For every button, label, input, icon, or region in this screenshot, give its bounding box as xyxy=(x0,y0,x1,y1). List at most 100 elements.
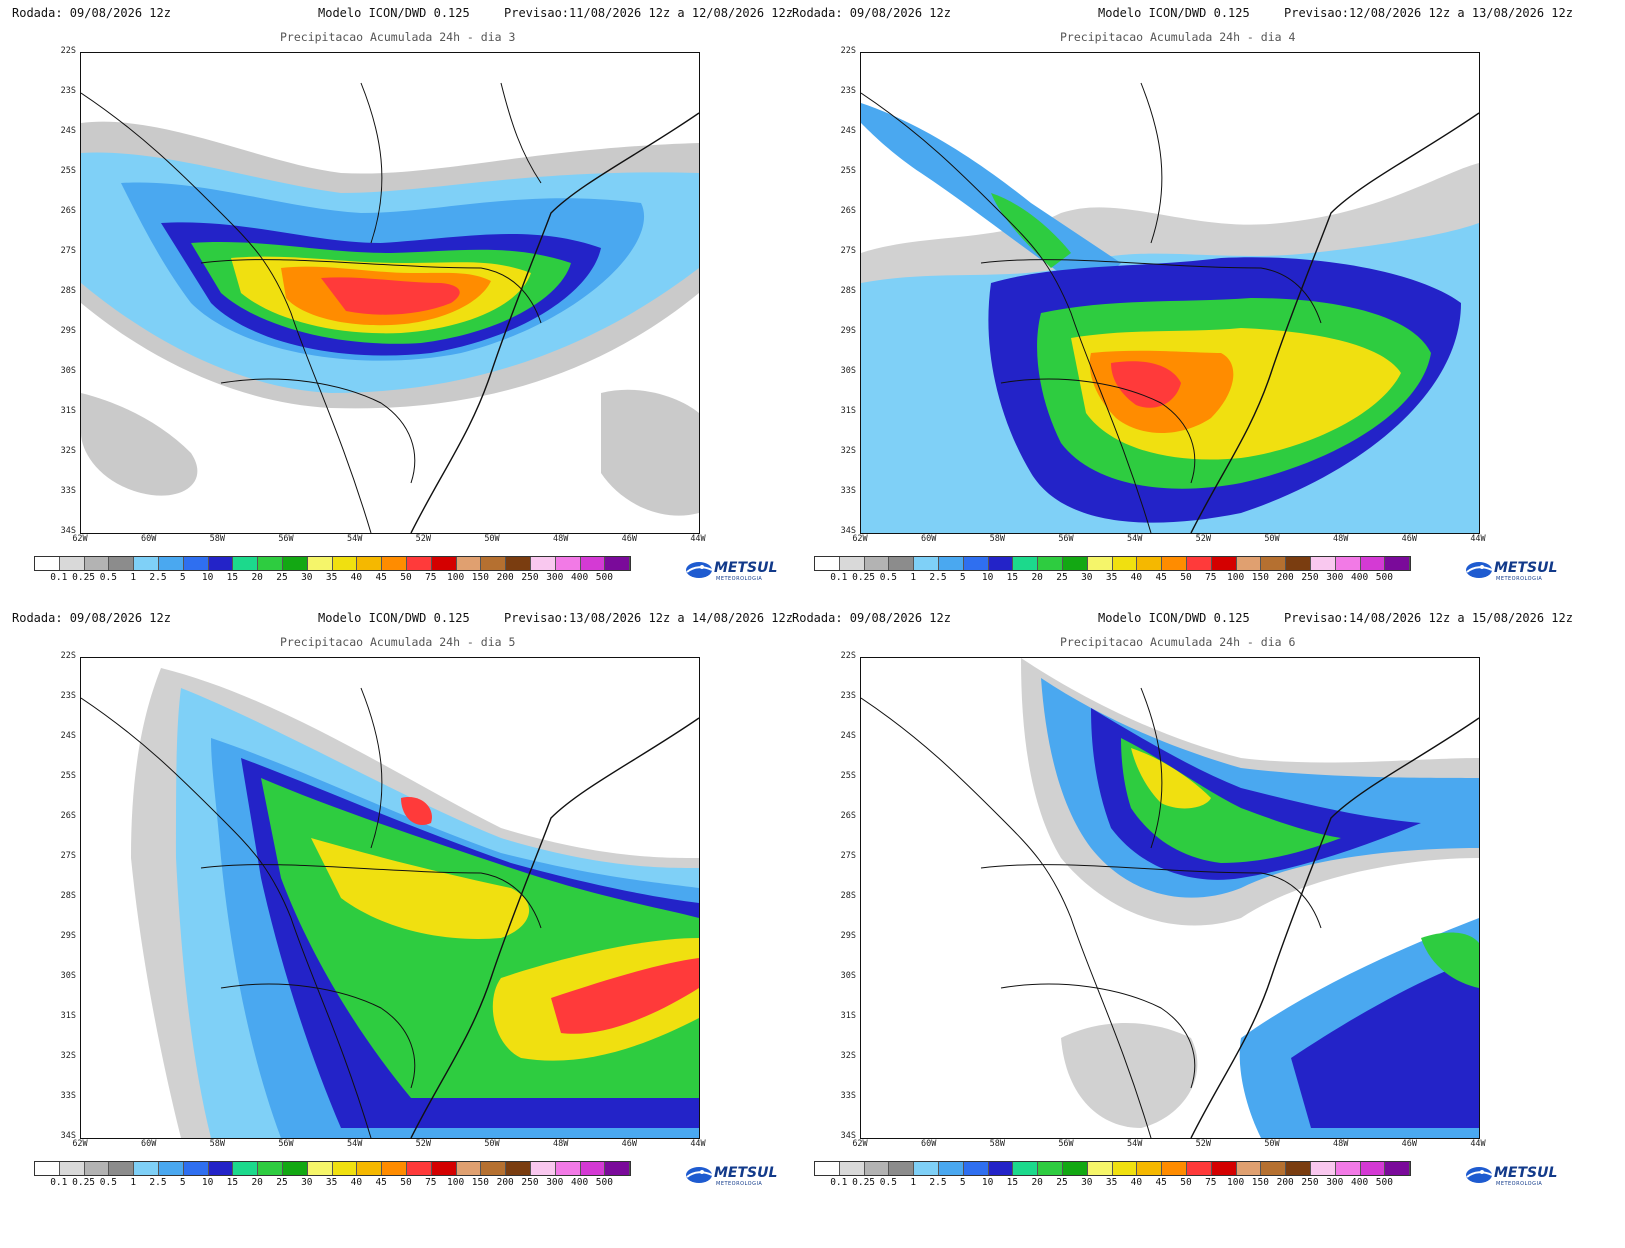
colorbar-level-label: 250 xyxy=(521,572,539,583)
colorbar-swatch xyxy=(988,1162,1014,1175)
colorbar-swatch xyxy=(109,557,135,570)
latitude-tick-label: 24S xyxy=(60,126,76,136)
colorbar-level-label: 75 xyxy=(1205,572,1217,583)
longitude-tick-label: 54W xyxy=(1126,534,1143,544)
colorbar-swatch xyxy=(1261,557,1287,570)
latitude-tick-label: 26S xyxy=(840,811,856,821)
colorbar-swatch xyxy=(1112,1162,1138,1175)
colorbar-swatch xyxy=(208,1162,234,1175)
longitude-tick-label: 46W xyxy=(621,534,637,544)
colorbar-level-label: 40 xyxy=(1130,1177,1143,1188)
colorbar-level-label: 500 xyxy=(595,572,613,583)
precipitation-map xyxy=(860,657,1480,1139)
latitude-tick-label: 34S xyxy=(60,1131,76,1141)
colorbar-swatch xyxy=(307,557,333,570)
longitude-tick-label: 58W xyxy=(209,534,225,544)
colorbar-level-label: 2.5 xyxy=(149,572,167,583)
colorbar-swatch xyxy=(1310,557,1336,570)
colorbar-swatch xyxy=(431,1162,457,1175)
colorbar-level-label: 300 xyxy=(546,572,564,583)
colorbar-level-label: 100 xyxy=(447,1177,465,1188)
colorbar-swatch xyxy=(481,1162,507,1175)
colorbar-swatch xyxy=(963,1162,989,1175)
latitude-tick-label: 23S xyxy=(840,691,856,701)
latitude-tick-label: 33S xyxy=(60,1091,76,1101)
precipitation-map xyxy=(80,657,700,1139)
colorbar-swatch xyxy=(530,557,556,570)
colorbar-level-label: 20 xyxy=(251,1177,263,1188)
colorbar-level-label: 30 xyxy=(301,572,313,583)
logo-subtitle: METEOROLOGIA xyxy=(716,1181,763,1187)
latitude-tick-label: 26S xyxy=(840,206,856,216)
latitude-tick-label: 28S xyxy=(840,286,856,296)
colorbar-swatch xyxy=(357,557,383,570)
model-label: Modelo ICON/DWD 0.125 xyxy=(318,611,470,625)
colorbar-swatch xyxy=(59,1162,85,1175)
colorbar-swatch xyxy=(1162,1162,1187,1175)
metsul-logo: METSUL METEOROLOGIA xyxy=(1464,1163,1557,1189)
colorbar-swatch xyxy=(456,557,482,570)
logo-subtitle: METEOROLOGIA xyxy=(1496,576,1543,582)
colorbar-swatch xyxy=(183,557,209,570)
colorbar-swatch xyxy=(1137,1162,1163,1175)
latitude-tick-label: 34S xyxy=(840,526,856,536)
globe-icon xyxy=(686,562,713,578)
colorbar-level-label: 1 xyxy=(130,1177,137,1188)
colorbar-swatch xyxy=(183,1162,209,1175)
colorbar-swatch xyxy=(1087,557,1113,570)
colorbar-swatch xyxy=(864,1162,890,1175)
colorbar-swatch xyxy=(357,1162,383,1175)
run-label: Rodada: 09/08/2026 12z xyxy=(12,611,171,625)
latitude-tick-label: 31S xyxy=(60,406,76,416)
colorbar-swatch xyxy=(864,557,890,570)
longitude-tick-label: 58W xyxy=(989,1139,1005,1149)
colorbar-level-label: 2.5 xyxy=(149,1177,167,1188)
colorbar-level-label: 50 xyxy=(1180,1177,1192,1188)
colorbar-level-label: 0.25 xyxy=(72,1177,96,1188)
colorbar-swatch xyxy=(282,1162,308,1175)
colorbar-swatch xyxy=(382,1162,407,1175)
colorbar-swatch xyxy=(1038,1162,1063,1175)
colorbar-level-label: 400 xyxy=(1351,1177,1369,1188)
longitude-tick-label: 62W xyxy=(72,1139,88,1149)
colorbar-level-label: 250 xyxy=(521,1177,539,1188)
colorbar-level-label: 0.5 xyxy=(879,572,897,583)
colorbar-swatch xyxy=(555,1162,581,1175)
colorbar-level-label: 0.25 xyxy=(72,572,96,583)
metsul-logo: METSUL METEOROLOGIA xyxy=(684,1163,777,1189)
colorbar-labels: 0.1 0.25 0.5 1 2.5 5 10 15 20 25 30 35 40 45 50 75 100 15… xyxy=(34,1177,636,1189)
colorbar-level-label: 150 xyxy=(471,572,489,583)
latitude-tick-label: 29S xyxy=(840,326,856,336)
latitude-tick-label: 23S xyxy=(840,86,856,96)
precipitation-colorbar xyxy=(34,556,632,571)
colorbar-swatch xyxy=(233,557,259,570)
metsul-logo: METSUL METEOROLOGIA xyxy=(684,558,777,584)
colorbar-labels: 0.1 0.25 0.5 1 2.5 5 10 15 20 25 30 35 40 45 50 75 100 15… xyxy=(814,572,1416,584)
colorbar-swatch xyxy=(258,1162,283,1175)
latitude-tick-label: 29S xyxy=(60,326,76,336)
latitude-tick-label: 27S xyxy=(840,246,856,256)
longitude-tick-label: 52W xyxy=(1195,1139,1211,1149)
colorbar-swatch xyxy=(208,557,234,570)
colorbar-level-label: 300 xyxy=(1326,1177,1344,1188)
run-label: Rodada: 09/08/2026 12z xyxy=(12,6,171,20)
longitude-tick-label: 54W xyxy=(346,1139,363,1149)
latitude-tick-label: 25S xyxy=(60,771,76,781)
colorbar-level-label: 500 xyxy=(595,1177,613,1188)
colorbar-swatch xyxy=(914,557,939,570)
forecast-period: Previsao:12/08/2026 12z a 13/08/2026 12z xyxy=(1284,6,1573,20)
colorbar-level-label: 10 xyxy=(201,572,214,583)
longitude-tick-label: 46W xyxy=(1401,534,1417,544)
colorbar-level-label: 10 xyxy=(201,1177,214,1188)
latitude-tick-label: 27S xyxy=(840,851,856,861)
colorbar-swatch xyxy=(605,1162,631,1175)
run-label: Rodada: 09/08/2026 12z xyxy=(792,611,951,625)
colorbar-swatch xyxy=(84,557,110,570)
colorbar-swatch xyxy=(481,557,507,570)
model-label: Modelo ICON/DWD 0.125 xyxy=(318,6,470,20)
colorbar-level-label: 25 xyxy=(1056,572,1068,583)
map-subtitle: Precipitacao Acumulada 24h - dia 6 xyxy=(1060,635,1296,649)
colorbar-swatch xyxy=(506,1162,531,1175)
colorbar-level-label: 40 xyxy=(350,572,363,583)
colorbar-swatch xyxy=(580,557,606,570)
